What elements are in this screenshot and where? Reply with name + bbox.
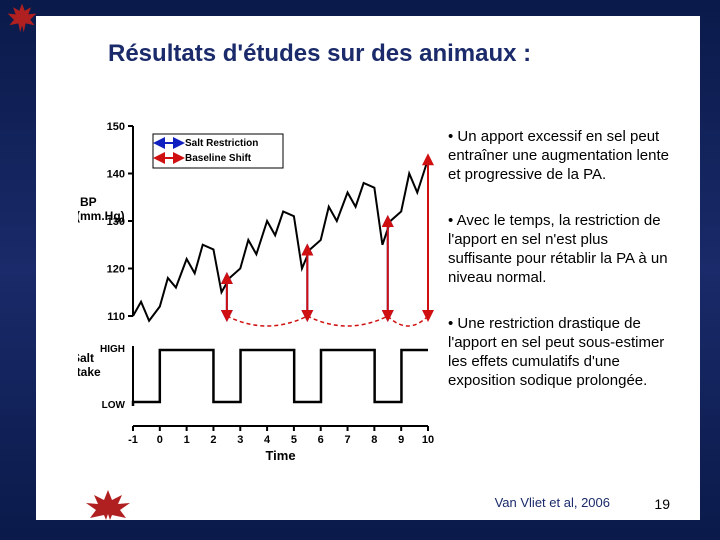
page-number: 19: [654, 496, 670, 512]
svg-text:Intake: Intake: [78, 365, 101, 379]
svg-text:8: 8: [371, 434, 377, 446]
svg-text:0: 0: [157, 434, 163, 446]
svg-text:140: 140: [107, 169, 125, 181]
svg-text:Baseline Shift: Baseline Shift: [185, 153, 252, 164]
svg-text:HIGH: HIGH: [100, 344, 125, 355]
svg-text:9: 9: [398, 434, 404, 446]
svg-text:BP: BP: [80, 195, 97, 209]
svg-text:LOW: LOW: [102, 400, 126, 411]
svg-text:3: 3: [237, 434, 243, 446]
maple-leaf-icon: [4, 0, 40, 36]
svg-text:5: 5: [291, 434, 297, 446]
svg-text:Salt Restriction: Salt Restriction: [185, 138, 258, 149]
svg-text:110: 110: [107, 311, 125, 323]
slide-content: Résultats d'études sur des animaux : 150…: [36, 16, 700, 520]
svg-text:2: 2: [210, 434, 216, 446]
svg-text:6: 6: [318, 434, 324, 446]
svg-text:-1: -1: [128, 434, 138, 446]
svg-text:150: 150: [107, 121, 125, 133]
slide-title: Résultats d'études sur des animaux :: [108, 40, 531, 68]
bullet-3: • Une restriction drastique de l'apport …: [448, 315, 670, 390]
citation: Van Vliet et al, 2006: [495, 495, 610, 510]
bp-chart: 150 140 1 3 0 120 110 BP(mm.Hg) Salt Restriction…: [78, 116, 438, 466]
bullet-column: • Un apport excessif en sel peut entraîn…: [448, 128, 670, 418]
svg-text:Time: Time: [265, 448, 295, 463]
bullet-2: • Avec le temps, la restriction de l'app…: [448, 212, 670, 287]
svg-text:4: 4: [264, 434, 271, 446]
svg-text:(mm.Hg): (mm.Hg): [78, 209, 125, 223]
svg-text:Salt: Salt: [78, 351, 94, 365]
svg-text:120: 120: [107, 264, 125, 276]
svg-text:7: 7: [344, 434, 350, 446]
svg-text:10: 10: [422, 434, 434, 446]
bullet-1: • Un apport excessif en sel peut entraîn…: [448, 128, 670, 184]
svg-text:1: 1: [184, 434, 190, 446]
bottom-leaf-icon: [78, 490, 138, 520]
